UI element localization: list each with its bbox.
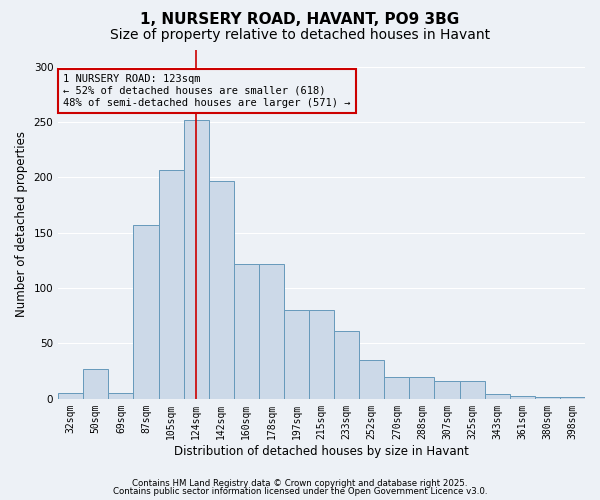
Bar [58,394,83,399]
Text: Contains public sector information licensed under the Open Government Licence v3: Contains public sector information licen… [113,487,487,496]
Bar [284,310,309,399]
Bar [234,264,259,399]
Bar [259,264,284,399]
Bar [83,369,109,399]
Y-axis label: Number of detached properties: Number of detached properties [15,132,28,318]
Text: Contains HM Land Registry data © Crown copyright and database right 2025.: Contains HM Land Registry data © Crown c… [132,478,468,488]
Bar [535,396,560,399]
X-axis label: Distribution of detached houses by size in Havant: Distribution of detached houses by size … [174,444,469,458]
Bar [434,381,460,399]
Bar [409,376,434,399]
Text: 1, NURSERY ROAD, HAVANT, PO9 3BG: 1, NURSERY ROAD, HAVANT, PO9 3BG [140,12,460,28]
Bar [485,394,510,399]
Text: 1 NURSERY ROAD: 123sqm
← 52% of detached houses are smaller (618)
48% of semi-de: 1 NURSERY ROAD: 123sqm ← 52% of detached… [63,74,350,108]
Bar [460,381,485,399]
Text: Size of property relative to detached houses in Havant: Size of property relative to detached ho… [110,28,490,42]
Bar [158,170,184,399]
Bar [209,180,234,399]
Bar [560,396,585,399]
Bar [133,225,158,399]
Bar [385,376,409,399]
Bar [359,360,385,399]
Bar [510,396,535,399]
Bar [334,332,359,399]
Bar [184,120,209,399]
Bar [109,394,133,399]
Bar [309,310,334,399]
